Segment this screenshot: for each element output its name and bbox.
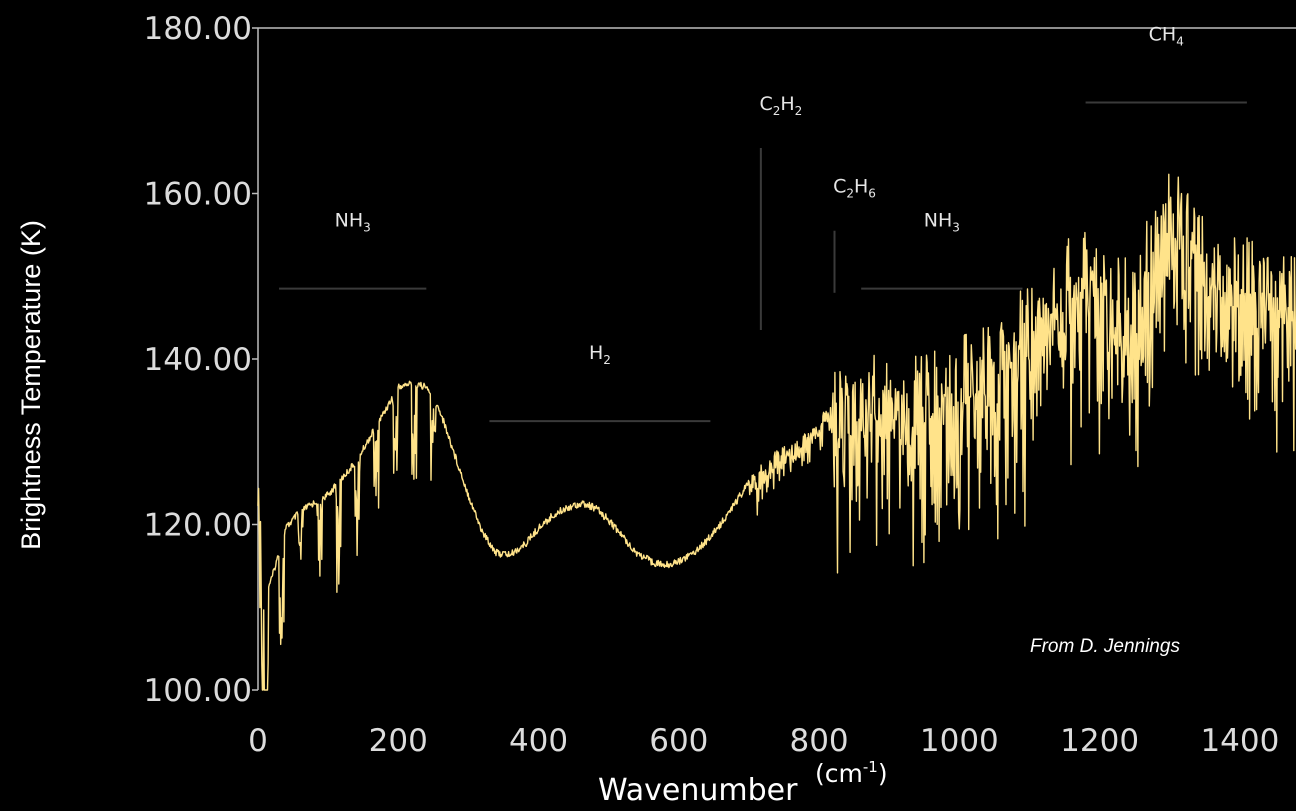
- band-label-sub: 2: [846, 187, 854, 201]
- y-tick-label: 100.00: [144, 673, 252, 709]
- band-label-sub: 3: [363, 221, 371, 235]
- y-axis-label-group: Brightness Temperature (K): [16, 220, 46, 550]
- x-tick-label: 600: [649, 723, 708, 759]
- band-label-base: H: [589, 342, 603, 364]
- band-nh3-low: NH3: [279, 210, 427, 290]
- band-label-base: C: [759, 93, 772, 115]
- band-label: C2H2: [759, 93, 802, 118]
- y-tick-label: 160.00: [144, 177, 252, 213]
- band-c2h6: C2H6: [833, 176, 876, 293]
- band-nh3-high: NH3: [861, 210, 1023, 290]
- band-label: H2: [589, 342, 611, 367]
- band-label-base: NH: [335, 210, 364, 232]
- band-label: NH3: [924, 210, 960, 235]
- x-tick-label: 200: [369, 723, 428, 759]
- y-tick-label: 140.00: [144, 342, 252, 378]
- band-label: CH4: [1149, 23, 1184, 48]
- x-axis-unit-sup: -1: [863, 758, 878, 776]
- x-tick-label: 400: [509, 723, 568, 759]
- y-axis-ticks: 100.00 120.00 140.00 160.00 180.00: [144, 11, 258, 709]
- x-tick-label: 800: [789, 723, 848, 759]
- x-axis-label: Wavenumber: [598, 773, 798, 808]
- band-label-sub: 6: [868, 187, 876, 201]
- band-h2: H2: [489, 342, 711, 423]
- band-label: NH3: [335, 210, 371, 235]
- band-label-sub: 3: [952, 221, 960, 235]
- band-label-base: CH: [1149, 23, 1177, 45]
- band-label-base: H: [780, 93, 794, 115]
- band-ch4: CH4: [1085, 23, 1247, 104]
- x-axis-ticks: 0 200 400 600 800 1000 1200 1400: [248, 723, 1279, 759]
- y-axis-label: Brightness Temperature (K): [16, 220, 46, 550]
- x-tick-label: 0: [248, 723, 268, 759]
- y-tick-label: 120.00: [144, 508, 252, 544]
- band-label-sub: 2: [795, 104, 803, 118]
- x-axis-unit-close: ): [878, 759, 888, 788]
- plot-frame: [257, 27, 1296, 690]
- band-label: C2H6: [833, 176, 876, 201]
- band-label-sub: 2: [603, 353, 611, 367]
- band-label-sub: 4: [1176, 34, 1184, 48]
- band-label-base: C: [833, 176, 846, 198]
- x-axis-unit: (cm-1): [815, 758, 888, 788]
- band-label-base: NH: [924, 210, 953, 232]
- spectrum-line: [257, 173, 1296, 691]
- band-label-sub: 2: [773, 104, 781, 118]
- y-tick-label: 180.00: [144, 11, 252, 47]
- band-label-base: H: [854, 176, 868, 198]
- spectrum-series: [257, 173, 1296, 691]
- band-c2h2: C2H2: [759, 93, 802, 331]
- credit-note: From D. Jennings: [1030, 636, 1180, 657]
- x-axis-unit-base: (cm: [815, 759, 863, 788]
- x-tick-label: 1200: [1060, 723, 1139, 759]
- x-tick-label: 1000: [920, 723, 999, 759]
- x-tick-label: 1400: [1200, 723, 1279, 759]
